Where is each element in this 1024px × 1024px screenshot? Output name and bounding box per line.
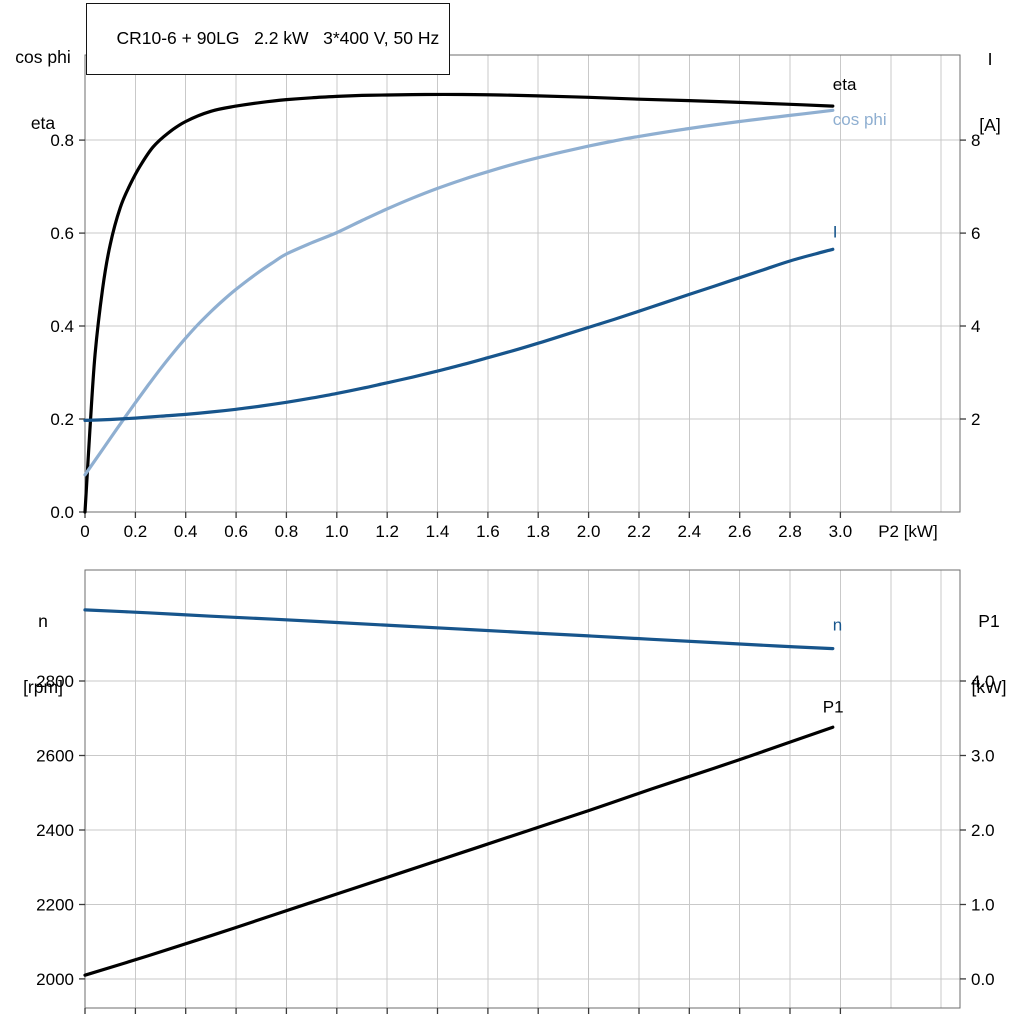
y-left-tick-label: 0.8 <box>50 131 74 150</box>
y-left-tick-label: 0.2 <box>50 410 74 429</box>
x-tick-label: 0.6 <box>224 522 248 541</box>
y-left-tick-label: 2200 <box>36 896 74 915</box>
x-tick-label: 2.2 <box>627 522 651 541</box>
axis-title-speed: n <box>38 611 48 631</box>
series-eta-curve <box>83 92 835 514</box>
series-p1-curve <box>83 725 835 977</box>
chart-title-box: CR10-6 + 90LG 2.2 kW 3*400 V, 50 Hz <box>86 3 451 75</box>
y-left-tick-label: 2800 <box>36 672 74 691</box>
x-tick-label: 1.6 <box>476 522 500 541</box>
series-n-curve <box>83 608 835 651</box>
y-right-tick-label: 4 <box>971 317 980 336</box>
x-tick-label: 0.2 <box>124 522 148 541</box>
plot-frame <box>84 54 961 513</box>
top-panel-right-axis-title: I [A] <box>960 4 1020 180</box>
y-left-tick-label: 0.6 <box>50 224 74 243</box>
axis-title-eta: eta <box>30 113 56 133</box>
axis-title-cos-phi: cos phi <box>15 47 71 67</box>
x-tick-label: 0 <box>80 522 89 541</box>
y-right-tick-label: 1.0 <box>971 896 995 915</box>
x-tick-label: 2.4 <box>677 522 701 541</box>
x-tick-label: 1.0 <box>325 522 349 541</box>
bottom-panel-left-axis-title: n [rpm] <box>0 566 86 742</box>
y-right-tick-label: 8 <box>971 131 980 150</box>
y-right-tick-label: 0.0 <box>971 970 995 989</box>
x-tick-label: 2.0 <box>577 522 601 541</box>
series-cos-phi-curve <box>83 108 835 477</box>
y-left-tick-label: 2000 <box>36 970 74 989</box>
y-right-tick-label: 3.0 <box>971 747 995 766</box>
x-tick-label: 0.8 <box>275 522 299 541</box>
panel-top: 0 0.2 0.4 0.6 0.8 1.0 1.2 1.4 1.6 1.8 2.0 2.2 2.4 2.6… <box>50 54 980 541</box>
x-tick-label: 2.6 <box>728 522 752 541</box>
curve-label-eta: eta <box>833 75 857 94</box>
curve-label-cos-phi: cos phi <box>833 110 887 129</box>
x-axis-label: P2 [kW] <box>878 522 938 541</box>
axis-title-p1: P1 <box>978 611 1000 631</box>
y-right-tick-label: 4.0 <box>971 672 995 691</box>
y-right-tick-label: 2.0 <box>971 821 995 840</box>
curve-label-i: I <box>833 223 838 242</box>
y-left-tick-label: 2400 <box>36 821 74 840</box>
y-right-tick-label: 2 <box>971 410 980 429</box>
x-tick-label: 1.2 <box>375 522 399 541</box>
axis-title-current: I <box>987 49 993 69</box>
axis-title-p1-unit: [kW] <box>971 677 1007 697</box>
axis-title-speed-unit: [rpm] <box>23 677 63 697</box>
x-tick-label: 2.8 <box>778 522 802 541</box>
axis-title-current-unit: [A] <box>979 115 1001 135</box>
y-left-tick-label: 0.4 <box>50 317 74 336</box>
panel-bottom: 2000 2200 2400 2600 2800 0.0 1.0 2.0 3.0 4.0 n P1 <box>36 569 995 1014</box>
curve-label-n: n <box>833 615 842 634</box>
y-right-tick-label: 6 <box>971 224 980 243</box>
x-tick-label: 1.8 <box>526 522 550 541</box>
x-tick-label: 1.4 <box>426 522 450 541</box>
series-i-curve <box>83 247 835 422</box>
chart-title: CR10-6 + 90LG 2.2 kW 3*400 V, 50 Hz <box>116 28 440 48</box>
y-left-tick-label: 2600 <box>36 747 74 766</box>
y-left-tick-label: 0.0 <box>50 503 74 522</box>
curve-label-p1: P1 <box>823 697 844 716</box>
x-tick-label: 0.4 <box>174 522 198 541</box>
plot-frame <box>84 569 961 1009</box>
top-panel-left-axis-title: cos phi eta <box>0 2 86 178</box>
bottom-panel-right-axis-title: P1 [kW] <box>956 566 1022 742</box>
x-tick-label: 3.0 <box>829 522 853 541</box>
